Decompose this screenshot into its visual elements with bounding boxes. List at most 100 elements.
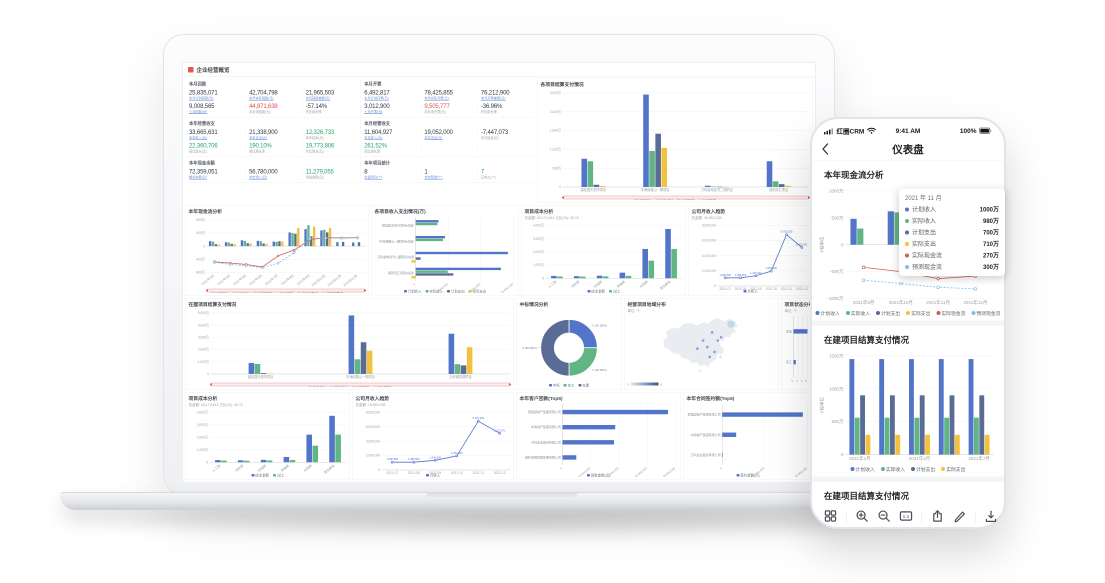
toolbar-one-one-icon[interactable]: 1:1: [899, 510, 913, 526]
svg-text:6,791,630: 6,791,630: [781, 230, 793, 234]
panel-project-cost: 项目成本分析 总金额: 43,174,612 占比(%): 43.74 4,00…: [521, 205, 686, 296]
svg-text:2,400万: 2,400万: [550, 110, 561, 114]
chart-contract-amount-top5[interactable]: 0 20,000,000 40,000,000 碧桂园地产集团有限公司 中海地产集团有限…: [684, 403, 813, 479]
legend-item[interactable]: 中标: [548, 383, 560, 388]
kpi-subpanel: 本月开票 6,492,817 本月计划开票(元) 78,425,855 本月实际开票(元…: [359, 79, 535, 115]
kpi-value: 21,965,503: [305, 89, 335, 96]
legend-item[interactable]: 签约金额(元): [736, 473, 760, 478]
legend-item[interactable]: 实际收入: [845, 310, 870, 317]
kpi-label[interactable]: 上月回款(元): [189, 110, 208, 115]
kpi-label[interactable]: 本月计划回款(元): [189, 97, 214, 101]
kpi-label[interactable]: 本年收入(元): [189, 136, 208, 141]
toolbar-grid-icon[interactable]: [824, 510, 837, 526]
kpi-label[interactable]: 本月实际回款(元): [249, 97, 274, 101]
legend-item[interactable]: 在建: [578, 383, 589, 388]
kpi-label[interactable]: 上月开票(元): [364, 110, 383, 115]
svg-text:2021-12: 2021-12: [796, 287, 808, 291]
panel-title: 项目状态分布: [784, 302, 813, 308]
phone-chart-construction[interactable]: 1500万 1000万 500万 0 Y轴单位 2021年1月 2021年4月 2021年7月: [819, 350, 997, 465]
legend-item[interactable]: 实际支出: [941, 466, 965, 473]
chart-customer-payment-top5[interactable]: 0 10,000,000 20,000,000 30,000,000 40,000,00…: [517, 403, 681, 479]
dashboard-logo-icon: [188, 67, 194, 73]
legend-item[interactable]: 计划支出: [447, 289, 465, 294]
legend-item[interactable]: 回款金额(元): [586, 473, 610, 478]
kpi-label[interactable]: 本月收入(元): [364, 136, 383, 141]
legend-item[interactable]: 成本金额: [251, 473, 269, 478]
kpi-cell: 11,279,055 当前余额(元): [302, 168, 356, 180]
legend-item[interactable]: 占比: [272, 473, 284, 478]
svg-text:2021-10: 2021-10: [451, 471, 463, 475]
toolbar-edit-icon[interactable]: [953, 510, 966, 526]
legend-item[interactable]: 计划收入: [850, 466, 875, 473]
chart-monthly-revenue-trend[interactable]: 8,000,000 6,000,000 4,000,000 2,000,000 0 1,0…: [689, 221, 813, 291]
kpi-label[interactable]: 本月支出(元): [424, 136, 443, 141]
kpi-label[interactable]: 期初余额(元): [189, 176, 208, 180]
chart-monthly-revenue-trend[interactable]: 8,000,000 6,000,000 4,000,000 2,000,000 0 1,0…: [353, 408, 514, 475]
kpi-value: 78,425,855: [424, 89, 453, 96]
svg-text:机械费: 机械费: [593, 279, 604, 289]
toolbar-zoom-out-icon[interactable]: [878, 510, 891, 526]
legend-item[interactable]: 实际收入: [425, 289, 443, 294]
legend-item[interactable]: 实际支出: [906, 310, 930, 317]
svg-text:完工: 完工: [786, 359, 792, 364]
svg-text:Y轴单位: Y轴单位: [819, 396, 826, 413]
kpi-label[interactable]: 本月开票差额(元): [480, 97, 506, 101]
chart-project-cost[interactable]: 4,000万 3,000万 2,000万 1,000万 0 人工费 材料费 机械费 措施费 间接费…: [186, 408, 350, 475]
kpi-value: 8: [364, 168, 368, 175]
chart-bid-donut[interactable]: 1 (25.00%) 1 (25.00%) 2 (50.00%): [517, 309, 622, 383]
kpi-group-title: 本月开票: [364, 81, 382, 87]
back-chevron-icon[interactable]: [821, 142, 829, 156]
kpi-group-title: 本年经营收支: [189, 121, 215, 126]
kpi-label[interactable]: 本月计划开票(元): [364, 97, 389, 101]
legend-item[interactable]: 月收入: [743, 289, 758, 294]
kpi-cell: 1 本年新增(个): [420, 168, 475, 180]
legend-item[interactable]: 计划收入: [815, 310, 840, 317]
legend-item[interactable]: 计划支出: [876, 310, 900, 317]
chart-cashflow-analysis[interactable]: 800万 400万 0 -400万 -800万 2021年3月 2021年4月 2021年5月…: [186, 216, 369, 293]
svg-text:0: 0: [841, 452, 844, 457]
legend-item[interactable]: 成本金额: [587, 289, 605, 294]
chart-project-income-expense[interactable]: 0 10,000,000 20,000,000 30,000,000 碧桂园天悦湾项目(…: [372, 216, 519, 295]
svg-text:2021年6月: 2021年6月: [248, 273, 263, 286]
legend-item[interactable]: 计划收入: [403, 289, 421, 294]
panel-subtitle: 总金额: 15,852,033: [355, 403, 386, 408]
kpi-value: 19,773,806: [305, 142, 335, 149]
svg-text:1,000万: 1,000万: [533, 263, 544, 267]
laptop-base: [60, 492, 944, 510]
kpi-label[interactable]: 本年流入(元): [249, 176, 268, 180]
chart-project-cost[interactable]: 4,000万 3,000万 2,000万 1,000万 0 人工费 材料费 机械费 措施费 间接费…: [522, 221, 686, 291]
kpi-label[interactable]: 本年支出(元): [249, 136, 268, 141]
legend-item[interactable]: 预测现金流: [971, 310, 1000, 317]
legend-item[interactable]: 实际收入: [880, 466, 905, 473]
legend-dot-icon: [845, 311, 850, 315]
legend-item[interactable]: 实际现金流: [936, 310, 965, 317]
chart-project-settlement[interactable]: 3,000万 2,400万 1,800万 1,200万 600万 0 碧桂园天悦湾项目 中海阅…: [538, 89, 813, 200]
legend-dot-icon: [941, 467, 946, 471]
legend-item[interactable]: 月收入: [425, 473, 440, 478]
kpi-group-title: 本年项目统计: [364, 160, 391, 166]
panel-construction-settlement: 在建项目结算支付情况 5,000万 4,000万 3,000万 2,000万 1,000…: [185, 298, 514, 390]
legend-item[interactable]: 占比: [608, 289, 620, 294]
kpi-label[interactable]: 本月实际开票(元): [424, 97, 449, 101]
legend-item[interactable]: 实际支出: [468, 289, 486, 294]
kpi-cell: 21,338,900 本年支出(元): [245, 128, 300, 141]
chart-construction-settlement[interactable]: 5,000万 4,000万 3,000万 2,000万 1,000万 0 碧桂园天悦湾项目 中…: [186, 309, 514, 387]
toolbar-zoom-in-icon[interactable]: [856, 510, 869, 526]
toolbar-share-icon[interactable]: [931, 510, 944, 526]
kpi-value: -57.14%: [305, 102, 327, 110]
legend-item[interactable]: 计划支出: [911, 466, 935, 473]
section-title-construction-2: 在建项目结算支付情况: [824, 491, 909, 502]
phone-chart-cashflow[interactable]: 1000万 500万 0 -500万 -1000万 Y轴单位 2021年9月 2021年10月…: [819, 185, 1005, 309]
svg-text:0: 0: [841, 242, 844, 247]
toolbar-download-icon[interactable]: [985, 510, 998, 526]
legend-dot-icon: [548, 383, 552, 387]
legend-item[interactable]: 完工: [563, 383, 574, 388]
kpi-label[interactable]: 本月回款差额(元): [305, 97, 331, 101]
kpi-label[interactable]: 在建项目(个): [364, 176, 383, 180]
kpi-label[interactable]: 本年新增(个): [424, 176, 443, 180]
svg-text:2021-07: 2021-07: [719, 287, 731, 291]
kpi-value: -7,447,073: [480, 128, 509, 136]
svg-text:8,000,000: 8,000,000: [702, 224, 716, 228]
chart-project-status[interactable]: 0 2 4 6 在建 完工: [782, 314, 813, 390]
